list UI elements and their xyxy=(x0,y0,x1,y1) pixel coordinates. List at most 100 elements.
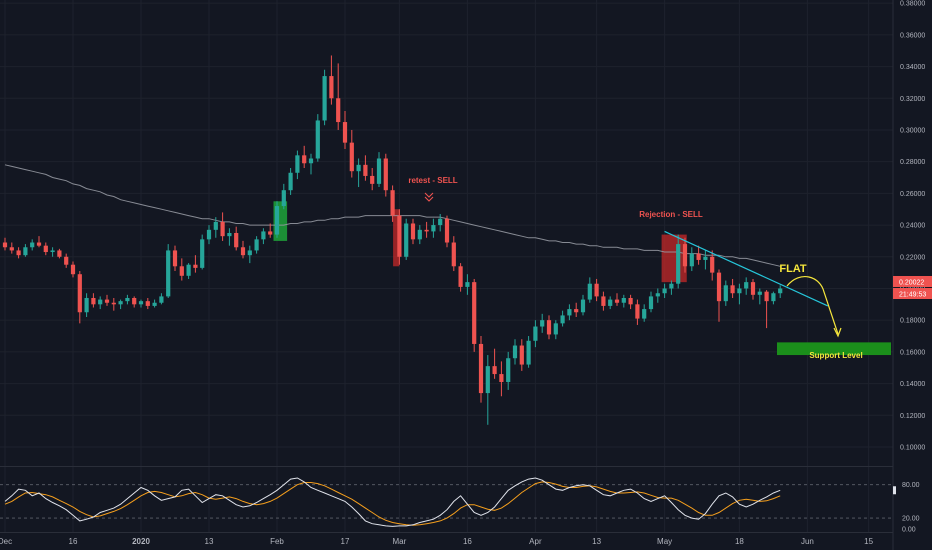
x-tick-label-5: 17 xyxy=(341,537,350,546)
candle-body-75 xyxy=(512,345,518,359)
candle-body-73 xyxy=(499,374,504,382)
annotation-rejection-sell: Rejection - SELL xyxy=(639,210,703,219)
candle-body-81 xyxy=(553,323,558,335)
candle-body-69 xyxy=(472,282,477,344)
candle-body-43 xyxy=(295,155,300,173)
candle-body-9 xyxy=(64,256,69,265)
candle-body-77 xyxy=(526,340,531,365)
x-tick-label-12: Jun xyxy=(801,537,814,546)
y-tick-label-7: 0.24000 xyxy=(900,223,925,230)
candle-body-50 xyxy=(342,122,348,143)
candle-body-27 xyxy=(186,264,191,276)
x-tick-label-3: 13 xyxy=(205,537,214,546)
candle-body-25 xyxy=(172,250,178,267)
candle-body-70 xyxy=(478,343,484,394)
candle-body-59 xyxy=(404,223,409,257)
candle-body-23 xyxy=(159,296,164,303)
candle-body-5 xyxy=(36,242,42,246)
candle-body-1 xyxy=(9,247,14,251)
candle-body-113 xyxy=(771,293,776,302)
candle-body-94 xyxy=(642,309,647,319)
y-tick-label-2: 0.14000 xyxy=(900,381,925,388)
candle-body-56 xyxy=(383,158,388,191)
candle-body-40 xyxy=(274,206,280,235)
candle-body-61 xyxy=(417,229,422,240)
osc-y-tick-label-1: 20.00 xyxy=(902,516,920,523)
y-tick-label-13: 0.36000 xyxy=(900,32,925,39)
candle-body-78 xyxy=(533,326,538,341)
candle-body-24 xyxy=(166,250,171,297)
candle-body-109 xyxy=(744,282,749,289)
x-tick-label-0: Dec xyxy=(0,537,12,546)
candle-body-46 xyxy=(315,120,320,159)
candle-body-91 xyxy=(621,297,626,303)
candle-body-48 xyxy=(329,76,334,99)
candle-body-92 xyxy=(628,297,633,305)
y-tick-label-8: 0.26000 xyxy=(900,191,925,198)
candles xyxy=(2,55,783,425)
candle-body-20 xyxy=(138,301,144,305)
candle-body-47 xyxy=(322,76,327,121)
candle-body-105 xyxy=(716,272,722,302)
x-tick-label-8: Apr xyxy=(529,537,542,546)
y-tick-label-12: 0.34000 xyxy=(900,64,925,71)
candle-body-80 xyxy=(546,320,552,335)
candle-body-112 xyxy=(764,291,769,302)
candle-body-106 xyxy=(723,285,728,302)
x-tick-label-13: 15 xyxy=(864,537,873,546)
osc-last-value-marker xyxy=(893,486,896,495)
drawings: retest - SELL Rejection - SELL FLAT Supp… xyxy=(408,176,862,360)
candle-body-67 xyxy=(458,266,463,287)
candle-body-28 xyxy=(193,264,198,268)
candle-body-108 xyxy=(737,288,742,294)
annotation-retest-sell: retest - SELL xyxy=(408,176,457,185)
candle-body-45 xyxy=(308,158,314,164)
candle-body-65 xyxy=(444,218,450,243)
candle-body-64 xyxy=(438,218,443,226)
candle-body-11 xyxy=(77,274,82,313)
y-tick-label-11: 0.32000 xyxy=(900,96,925,103)
candle-body-83 xyxy=(567,309,572,316)
candle-body-2 xyxy=(16,250,21,256)
candle-body-14 xyxy=(98,299,103,305)
candle-body-32 xyxy=(220,221,225,237)
x-tick-label-9: 13 xyxy=(592,537,601,546)
current-price-label: 0.20022 xyxy=(899,280,924,287)
candle-body-53 xyxy=(363,164,368,176)
osc-y-tick-label-2: 80.00 xyxy=(902,482,920,489)
candle-body-22 xyxy=(152,302,157,306)
candle-body-97 xyxy=(662,288,667,294)
candle-body-107 xyxy=(730,285,735,294)
x-tick-label-10: May xyxy=(657,537,672,546)
candle-body-55 xyxy=(376,158,382,184)
grid xyxy=(0,0,893,532)
candle-body-88 xyxy=(601,296,606,306)
candle-body-104 xyxy=(710,256,715,273)
y-tick-label-0: 0.10000 xyxy=(900,444,925,451)
x-tick-label-7: 16 xyxy=(463,537,472,546)
candle-body-49 xyxy=(336,98,341,123)
candle-body-8 xyxy=(57,250,62,257)
candle-body-100 xyxy=(682,244,688,267)
candle-body-16 xyxy=(111,302,116,305)
candle-body-62 xyxy=(424,229,429,232)
candle-body-10 xyxy=(70,264,76,275)
current-price-label-bg xyxy=(893,276,932,287)
candle-body-58 xyxy=(397,215,402,257)
candle-body-87 xyxy=(594,283,599,297)
candle-body-93 xyxy=(635,304,640,319)
candle-body-102 xyxy=(696,253,701,260)
x-tick-label-4: Feb xyxy=(270,537,284,546)
candle-body-12 xyxy=(84,297,89,313)
candle-body-26 xyxy=(179,266,184,276)
candle-body-89 xyxy=(608,299,613,306)
red-highlight-box-may xyxy=(661,234,687,283)
x-tick-label-2: 2020 xyxy=(132,537,150,546)
candle-body-18 xyxy=(125,297,130,302)
candle-body-17 xyxy=(118,301,123,305)
candle-body-114 xyxy=(778,288,783,294)
red-highlight-box-march xyxy=(393,209,400,267)
y-tick-label-6: 0.22000 xyxy=(900,254,925,261)
